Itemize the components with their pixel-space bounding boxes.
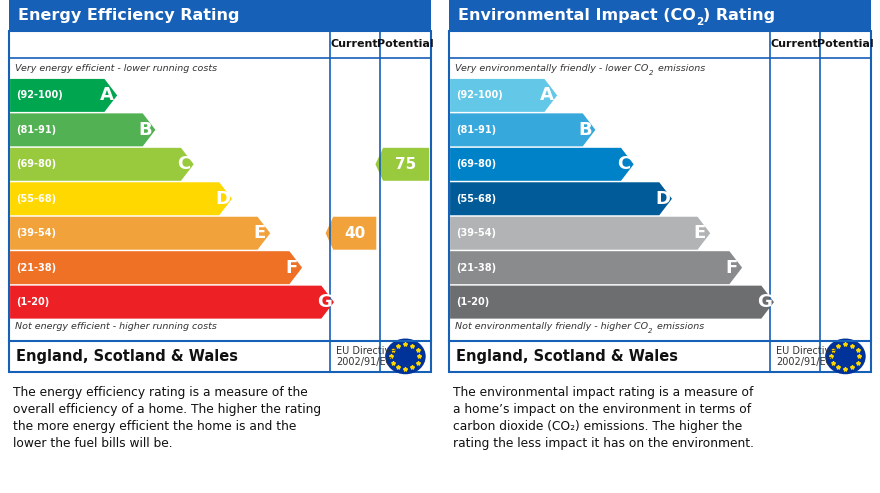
Polygon shape <box>450 285 774 318</box>
Text: emissions: emissions <box>654 322 705 331</box>
Text: (21-38): (21-38) <box>457 263 496 273</box>
Text: A: A <box>100 86 114 105</box>
Text: (92-100): (92-100) <box>17 90 63 101</box>
Text: C: C <box>617 155 630 174</box>
Circle shape <box>385 339 426 374</box>
Text: EU Directive
2002/91/EC: EU Directive 2002/91/EC <box>336 346 396 367</box>
Polygon shape <box>450 217 710 249</box>
Text: EU Directive
2002/91/EC: EU Directive 2002/91/EC <box>776 346 836 367</box>
Text: G: G <box>757 293 772 311</box>
Text: 2: 2 <box>649 70 653 76</box>
Polygon shape <box>10 113 156 146</box>
Text: The energy efficiency rating is a measure of the
overall efficiency of a home. T: The energy efficiency rating is a measur… <box>13 387 321 451</box>
Text: Very energy efficient - lower running costs: Very energy efficient - lower running co… <box>15 64 217 73</box>
Text: (92-100): (92-100) <box>457 90 503 101</box>
Polygon shape <box>450 251 742 284</box>
Polygon shape <box>376 148 429 181</box>
Text: (55-68): (55-68) <box>17 194 56 204</box>
Text: (81-91): (81-91) <box>17 125 56 135</box>
Text: Current: Current <box>331 39 378 49</box>
Text: Potential: Potential <box>818 39 874 49</box>
Text: D: D <box>655 190 670 208</box>
Text: Current: Current <box>771 39 818 49</box>
Circle shape <box>825 339 866 374</box>
Polygon shape <box>10 79 117 112</box>
Text: B: B <box>578 121 592 139</box>
Text: (39-54): (39-54) <box>457 228 496 238</box>
Text: F: F <box>725 259 737 277</box>
Polygon shape <box>450 182 672 215</box>
Text: Potential: Potential <box>378 39 434 49</box>
Bar <box>449 0 871 31</box>
Text: (69-80): (69-80) <box>457 159 496 169</box>
Text: 2: 2 <box>649 328 653 334</box>
Text: Very environmentally friendly - lower CO: Very environmentally friendly - lower CO <box>455 64 649 73</box>
Text: (55-68): (55-68) <box>457 194 496 204</box>
Polygon shape <box>450 79 557 112</box>
Text: Environmental Impact (CO: Environmental Impact (CO <box>458 8 696 23</box>
Text: (1-20): (1-20) <box>17 297 49 307</box>
Text: E: E <box>253 224 266 242</box>
Polygon shape <box>326 217 377 249</box>
Text: D: D <box>215 190 230 208</box>
Text: The environmental impact rating is a measure of
a home’s impact on the environme: The environmental impact rating is a mea… <box>453 387 754 451</box>
Text: (21-38): (21-38) <box>17 263 56 273</box>
Text: 40: 40 <box>344 226 365 241</box>
Text: Energy Efficiency Rating: Energy Efficiency Rating <box>18 8 239 23</box>
Polygon shape <box>10 148 194 181</box>
Text: C: C <box>177 155 190 174</box>
Text: F: F <box>285 259 297 277</box>
Polygon shape <box>450 148 634 181</box>
Text: 2: 2 <box>696 17 703 27</box>
Polygon shape <box>10 285 334 318</box>
Text: A: A <box>540 86 554 105</box>
Text: (1-20): (1-20) <box>457 297 489 307</box>
Polygon shape <box>450 113 596 146</box>
Text: 75: 75 <box>395 157 417 172</box>
Text: E: E <box>693 224 706 242</box>
Polygon shape <box>10 217 270 249</box>
Polygon shape <box>10 182 232 215</box>
Text: (39-54): (39-54) <box>17 228 56 238</box>
Text: Not energy efficient - higher running costs: Not energy efficient - higher running co… <box>15 322 217 331</box>
Text: Not environmentally friendly - higher CO: Not environmentally friendly - higher CO <box>455 322 649 331</box>
Bar <box>9 0 431 31</box>
Text: England, Scotland & Wales: England, Scotland & Wales <box>457 349 678 364</box>
Polygon shape <box>10 251 302 284</box>
Text: (81-91): (81-91) <box>457 125 496 135</box>
Text: B: B <box>138 121 152 139</box>
Text: ) Rating: ) Rating <box>703 8 775 23</box>
Text: emissions: emissions <box>655 64 705 73</box>
Text: England, Scotland & Wales: England, Scotland & Wales <box>17 349 238 364</box>
Text: G: G <box>317 293 332 311</box>
Text: (69-80): (69-80) <box>17 159 56 169</box>
